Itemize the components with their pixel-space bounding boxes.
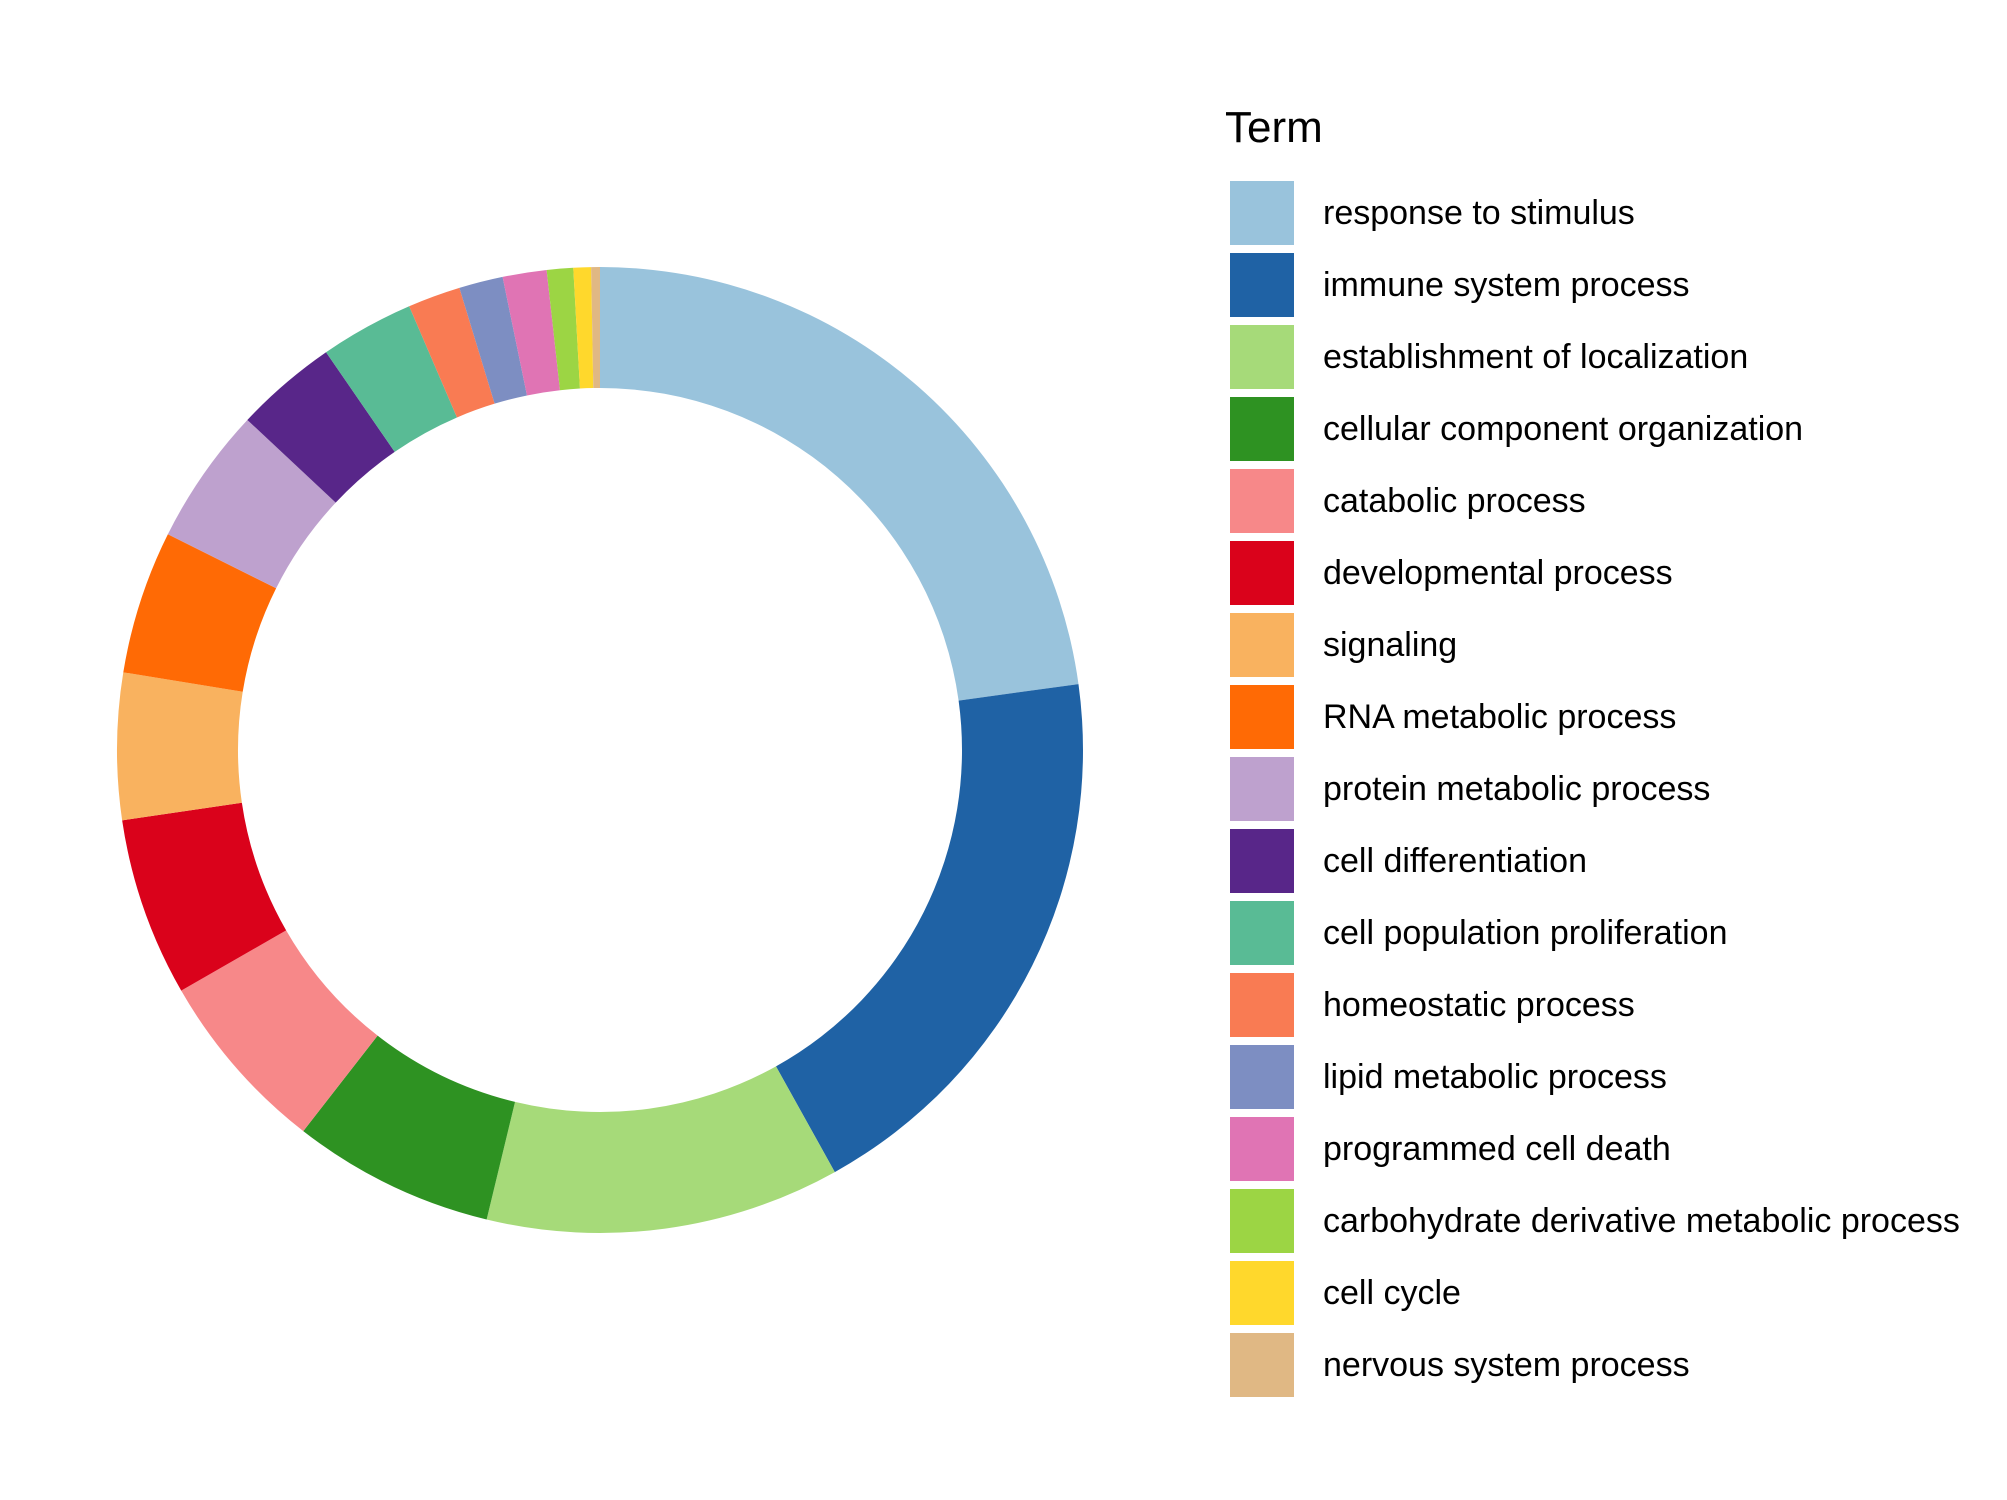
- legend-swatch: [1230, 1117, 1294, 1181]
- slice-cell-differentiation: [247, 352, 395, 503]
- slice-rna-metabolic-process: [123, 534, 277, 692]
- legend-item: lipid metabolic process: [1225, 1041, 2005, 1113]
- slice-carbohydrate-derivative-metabolic-process: [546, 267, 580, 391]
- slice-developmental-process: [122, 802, 287, 991]
- legend-item: cellular component organization: [1225, 393, 2005, 465]
- legend-label: cell differentiation: [1323, 842, 1587, 880]
- legend-item: cell population proliferation: [1225, 897, 2005, 969]
- legend-swatch: [1230, 469, 1294, 533]
- legend-item: cell cycle: [1225, 1257, 2005, 1329]
- legend-label: developmental process: [1323, 554, 1673, 592]
- legend-label: cellular component organization: [1323, 410, 1804, 448]
- slice-cellular-component-organization: [303, 1035, 516, 1220]
- legend-label: cell cycle: [1323, 1274, 1461, 1312]
- legend-item: homeostatic process: [1225, 969, 2005, 1041]
- legend-swatch: [1230, 1333, 1294, 1397]
- donut-chart: [116, 267, 1083, 1233]
- legend-item: signaling: [1225, 609, 2005, 681]
- legend-label: nervous system process: [1323, 1346, 1690, 1384]
- legend-label: establishment of localization: [1323, 338, 1749, 376]
- legend-swatch: [1230, 1261, 1294, 1325]
- legend-label: catabolic process: [1323, 482, 1586, 520]
- slice-homeostatic-process: [409, 287, 495, 418]
- legend-swatch: [1230, 973, 1294, 1037]
- legend-swatch: [1230, 325, 1294, 389]
- legend-swatch: [1230, 685, 1294, 749]
- legend-item: RNA metabolic process: [1225, 681, 2005, 753]
- legend-swatch: [1230, 253, 1294, 317]
- legend-item: immune system process: [1225, 249, 2005, 321]
- legend-label: immune system process: [1323, 266, 1690, 304]
- legend-item: developmental process: [1225, 537, 2005, 609]
- legend-item: response to stimulus: [1225, 177, 2005, 249]
- slice-immune-system-process: [775, 684, 1083, 1173]
- legend-label: signaling: [1323, 626, 1458, 664]
- legend-label: cell population proliferation: [1323, 914, 1728, 952]
- legend-label: RNA metabolic process: [1323, 698, 1677, 736]
- legend-swatch: [1230, 757, 1294, 821]
- legend-item: catabolic process: [1225, 465, 2005, 537]
- legend-label: protein metabolic process: [1323, 770, 1711, 808]
- slice-nervous-system-process: [591, 267, 600, 389]
- legend-swatch: [1230, 1189, 1294, 1253]
- legend-label: response to stimulus: [1323, 194, 1635, 232]
- legend-item: protein metabolic process: [1225, 753, 2005, 825]
- slice-catabolic-process: [181, 930, 378, 1132]
- legend-item: establishment of localization: [1225, 321, 2005, 393]
- legend-swatch: [1230, 181, 1294, 245]
- legend-item: programmed cell death: [1225, 1113, 2005, 1185]
- legend-swatch: [1230, 397, 1294, 461]
- legend-title: Term: [1225, 103, 1323, 152]
- legend-swatch: [1230, 541, 1294, 605]
- legend-item: nervous system process: [1225, 1329, 2005, 1401]
- legend-item: carbohydrate derivative metabolic proces…: [1225, 1185, 2005, 1257]
- legend-label: programmed cell death: [1323, 1130, 1671, 1168]
- legend-label: lipid metabolic process: [1323, 1058, 1667, 1096]
- legend-items: response to stimulus immune system proces…: [1225, 177, 2005, 1401]
- legend-swatch: [1230, 901, 1294, 965]
- slice-programmed-cell-death: [502, 269, 560, 396]
- slice-signaling: [116, 672, 243, 821]
- legend-item: cell differentiation: [1225, 825, 2005, 897]
- slice-lipid-metabolic-process: [459, 276, 527, 404]
- slice-establishment-of-localization: [486, 1066, 835, 1233]
- slice-cell-population-proliferation: [326, 306, 457, 452]
- legend-label: homeostatic process: [1323, 986, 1635, 1024]
- slice-cell-cycle: [573, 267, 594, 389]
- slice-response-to-stimulus: [600, 267, 1079, 701]
- legend: Term response to stimulus immune system p…: [1225, 100, 2005, 1401]
- legend-swatch: [1230, 613, 1294, 677]
- legend-label: carbohydrate derivative metabolic proces…: [1323, 1202, 1960, 1240]
- legend-swatch: [1230, 1045, 1294, 1109]
- legend-swatch: [1230, 829, 1294, 893]
- slice-protein-metabolic-process: [167, 419, 336, 589]
